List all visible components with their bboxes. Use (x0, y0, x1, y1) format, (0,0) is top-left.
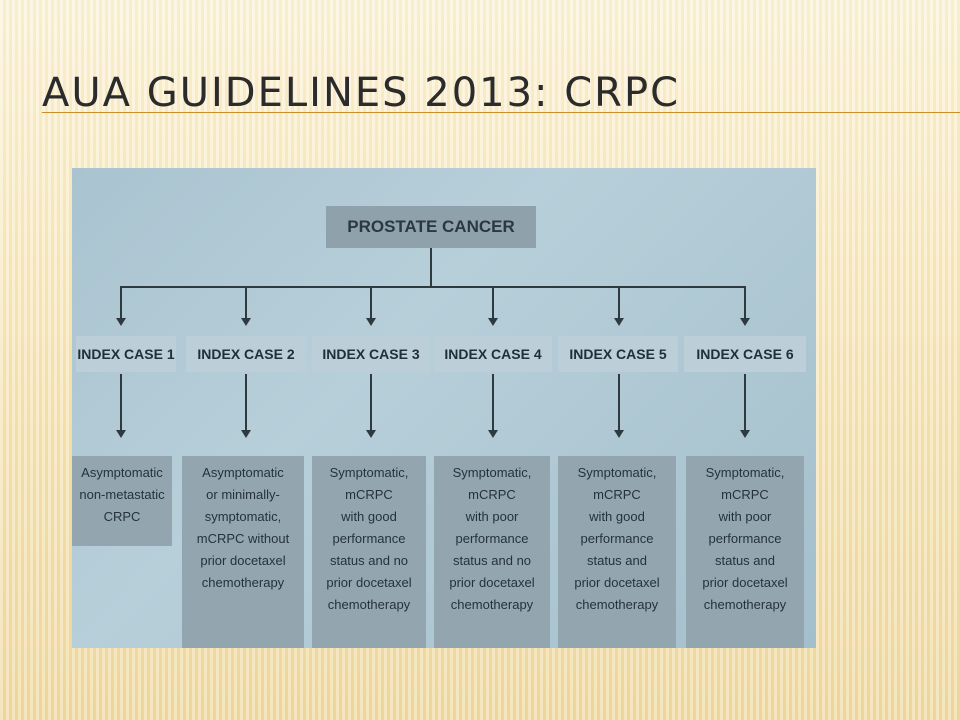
arrow-case-5 (614, 318, 624, 326)
title-underline (42, 112, 960, 113)
branch-connector (120, 286, 744, 288)
lower-arrow-3 (366, 430, 376, 438)
connector-case-2 (245, 286, 247, 322)
index-case-5: INDEX CASE 5 (558, 336, 678, 372)
lower-arrow-4 (488, 430, 498, 438)
lower-arrow-2 (241, 430, 251, 438)
index-case-3: INDEX CASE 3 (312, 336, 430, 372)
arrow-case-6 (740, 318, 750, 326)
index-case-4: INDEX CASE 4 (434, 336, 552, 372)
flowchart-photo: PROSTATE CANCER INDEX CASE 1 INDEX CASE … (72, 168, 816, 648)
index-case-6: INDEX CASE 6 (684, 336, 806, 372)
lower-arrow-1 (116, 430, 126, 438)
root-connector (430, 248, 432, 286)
arrow-case-3 (366, 318, 376, 326)
connector-case-4 (492, 286, 494, 322)
index-case-1: INDEX CASE 1 (76, 336, 176, 372)
root-node-prostate-cancer: PROSTATE CANCER (326, 206, 536, 248)
case-1-description: Asymptomatic non-metastatic CRPC (72, 456, 172, 546)
index-case-2: INDEX CASE 2 (186, 336, 306, 372)
lower-connector-2 (245, 374, 247, 432)
arrow-case-2 (241, 318, 251, 326)
arrow-case-1 (116, 318, 126, 326)
case-2-description: Asymptomatic or minimally- symptomatic, … (182, 456, 304, 648)
arrow-case-4 (488, 318, 498, 326)
connector-case-5 (618, 286, 620, 322)
lower-connector-6 (744, 374, 746, 432)
connector-case-3 (370, 286, 372, 322)
case-3-description: Symptomatic, mCRPC with good performance… (312, 456, 426, 648)
case-4-description: Symptomatic, mCRPC with poor performance… (434, 456, 550, 648)
slide-title: AUA GUIDELINES 2013: CRPC (42, 70, 681, 116)
lower-connector-1 (120, 374, 122, 432)
lower-connector-4 (492, 374, 494, 432)
connector-case-6 (744, 286, 746, 322)
case-6-description: Symptomatic, mCRPC with poor performance… (686, 456, 804, 648)
lower-connector-3 (370, 374, 372, 432)
lower-connector-5 (618, 374, 620, 432)
connector-case-1 (120, 286, 122, 322)
case-5-description: Symptomatic, mCRPC with good performance… (558, 456, 676, 648)
lower-arrow-5 (614, 430, 624, 438)
lower-arrow-6 (740, 430, 750, 438)
